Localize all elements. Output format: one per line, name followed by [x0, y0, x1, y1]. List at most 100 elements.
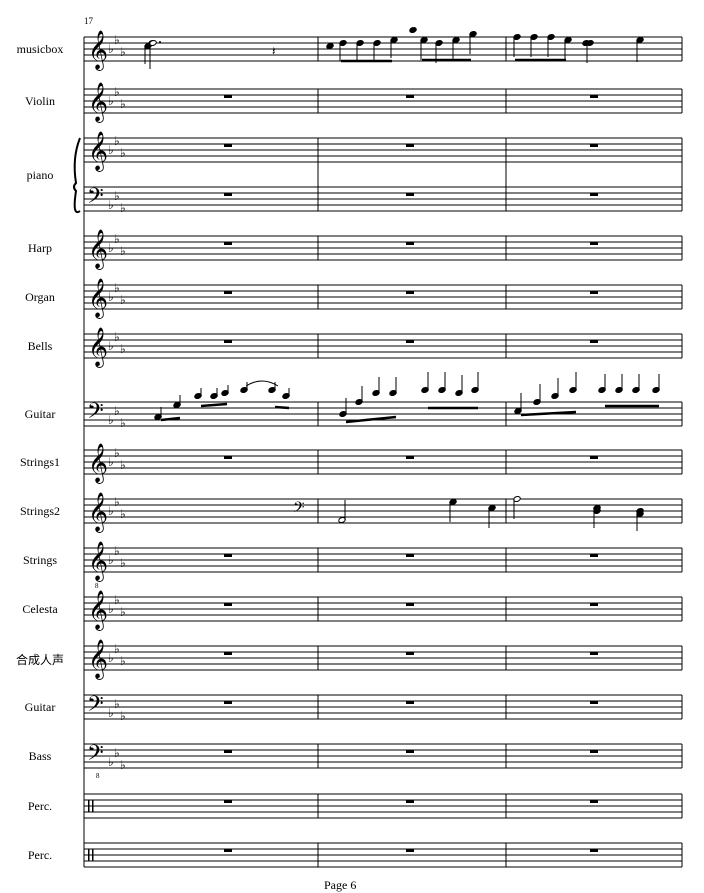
whole-rest [590, 340, 598, 343]
whole-rest [590, 554, 598, 557]
instrument-label: Bells [27, 339, 53, 353]
beam [200, 402, 228, 408]
note [593, 507, 601, 515]
bass-clef-icon: 𝄢 [87, 184, 104, 214]
whole-rest [406, 456, 414, 459]
whole-rest [406, 340, 414, 343]
bass-clef-icon: 𝄢 [87, 399, 104, 429]
octave-mark: 8 [96, 772, 100, 780]
flat-icon: ♭ [108, 94, 114, 108]
whole-rest [590, 800, 598, 803]
flat-icon: ♭ [120, 146, 126, 160]
instrument-label: Organ [25, 290, 55, 304]
whole-rest [590, 95, 598, 98]
bass-clef-icon: 𝄢 [87, 692, 104, 722]
whole-rest [406, 554, 414, 557]
staff-strings: 𝄞8♭♭♭ [84, 541, 683, 590]
staff-strings2: 𝄞 ♭♭♭ [84, 492, 683, 533]
flat-icon: ♭ [120, 416, 126, 430]
bass-clef-icon: 𝄢 [293, 499, 305, 520]
flat-icon: ♭ [108, 42, 114, 56]
whole-rest [406, 291, 414, 294]
whole-rest [224, 554, 232, 557]
flat-icon: ♭ [120, 654, 126, 668]
staff-piano-bass: 𝄢 ♭♭♭ [84, 184, 683, 215]
whole-rest [590, 291, 598, 294]
flat-icon: ♭ [120, 45, 126, 59]
treble-clef-icon: 𝄞 [88, 82, 108, 123]
whole-rest [406, 750, 414, 753]
whole-rest [224, 701, 232, 704]
flat-icon: ♭ [114, 495, 120, 509]
flat-icon: ♭ [108, 198, 114, 212]
whole-rest [224, 291, 232, 294]
flat-icon: ♭ [108, 413, 114, 427]
flat-icon: ♭ [120, 556, 126, 570]
instrument-label: Harp [28, 241, 52, 255]
whole-rest [590, 456, 598, 459]
treble-clef-icon: 𝄞 [88, 590, 108, 631]
whole-rest [590, 603, 598, 606]
whole-rest [590, 144, 598, 147]
flat-icon: ♭ [114, 134, 120, 148]
treble-clef-icon: 𝄞 [88, 541, 108, 582]
staff-harp: 𝄞 ♭♭♭ [84, 229, 683, 270]
quarter-rest: 𝄽 [272, 44, 276, 58]
flat-icon: ♭ [120, 458, 126, 472]
whole-rest [590, 849, 598, 852]
staff-piano: 𝄞 ♭♭♭ [84, 131, 683, 172]
grace-note [409, 26, 417, 34]
flat-icon: ♭ [114, 281, 120, 295]
flat-icon: ♭ [114, 33, 120, 47]
staff-bells: 𝄞 ♭♭♭ [84, 327, 683, 368]
instrument-label: Strings [22, 553, 57, 567]
staff-violin: 𝄞 ♭♭♭ [84, 82, 683, 123]
flat-icon: ♭ [114, 746, 120, 760]
flat-icon: ♭ [120, 507, 126, 521]
dot [159, 41, 161, 43]
instrument-label: Guitar [24, 407, 56, 421]
whole-rest [224, 144, 232, 147]
flat-icon: ♭ [108, 651, 114, 665]
whole-rest [590, 242, 598, 245]
instrument-label: Strings1 [19, 455, 60, 469]
treble-clef-icon: 𝄞 [88, 229, 108, 270]
whole-rest [224, 603, 232, 606]
staff-合成人声: 𝄞 ♭♭♭ [84, 639, 683, 680]
instrument-label: Violin [25, 94, 55, 108]
whole-rest [406, 652, 414, 655]
flat-icon: ♭ [114, 85, 120, 99]
treble-clef-icon: 𝄞 [88, 131, 108, 172]
whole-rest [224, 750, 232, 753]
flat-icon: ♭ [114, 544, 120, 558]
whole-rest [406, 95, 414, 98]
whole-rest [224, 849, 232, 852]
flat-icon: ♭ [120, 293, 126, 307]
flat-icon: ♭ [108, 143, 114, 157]
flat-icon: ♭ [108, 504, 114, 518]
whole-rest [406, 701, 414, 704]
whole-rest [406, 800, 414, 803]
treble-clef-icon: 𝄞 [88, 327, 108, 368]
treble-clef-icon: 𝄞 [88, 30, 108, 71]
whole-rest [224, 456, 232, 459]
beam [274, 405, 290, 410]
staff-perc- [84, 793, 683, 819]
whole-rest [406, 242, 414, 245]
beam [520, 410, 577, 417]
bass-clef-icon: 𝄢 [87, 741, 104, 771]
instrument-label: Bass [28, 749, 52, 763]
flat-icon: ♭ [114, 189, 120, 203]
flat-icon: ♭ [114, 446, 120, 460]
whole-rest [224, 193, 232, 196]
percussion-clef-icon [88, 849, 90, 861]
flat-icon: ♭ [108, 455, 114, 469]
whole-rest [224, 95, 232, 98]
staff-guitar: 𝄢 ♭♭♭ [84, 399, 683, 430]
grace-note [582, 39, 590, 47]
whole-rest [224, 242, 232, 245]
flat-icon: ♭ [108, 755, 114, 769]
instrument-label: Strings2 [19, 504, 60, 518]
treble-clef-icon: 𝄞 [88, 492, 108, 533]
whole-rest [224, 800, 232, 803]
